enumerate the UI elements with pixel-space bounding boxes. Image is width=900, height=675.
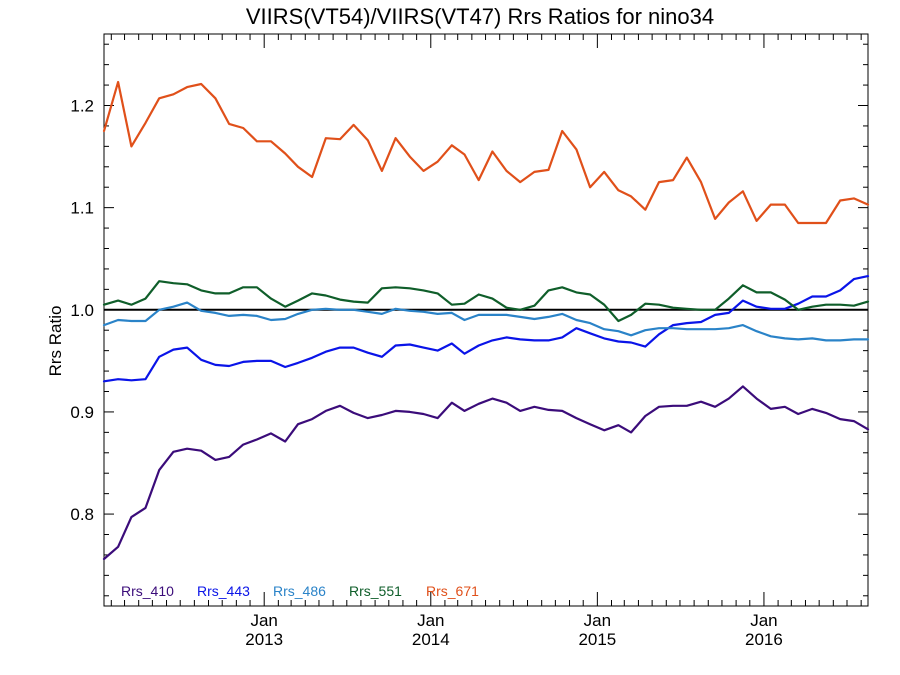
- legend: Rrs_410 Rrs_443 Rrs_486 Rrs_551 Rrs_671: [121, 583, 479, 599]
- plot-frame: [103, 33, 869, 607]
- y-ticks: 0.8 0.9 1.0 1.1 1.2: [70, 43, 868, 597]
- x-tick-label-year: 2016: [745, 630, 783, 649]
- y-tick-label: 1.2: [70, 97, 94, 116]
- x-tick-label-month: Jan: [250, 611, 277, 630]
- y-tick-label: 0.8: [70, 505, 94, 524]
- chart-title: VIIRS(VT54)/VIIRS(VT47) Rrs Ratios for n…: [246, 4, 714, 29]
- legend-item: Rrs_486: [273, 583, 326, 599]
- series-line-rrs-671: [102, 80, 870, 225]
- x-tick-label-year: 2015: [578, 630, 616, 649]
- y-tick-label: 1.0: [70, 301, 94, 320]
- series-line-rrs-486: [102, 301, 870, 342]
- legend-item: Rrs_551: [349, 583, 402, 599]
- y-tick-label: 1.1: [70, 199, 94, 218]
- x-tick-label-month: Jan: [750, 611, 777, 630]
- x-tick-label-year: 2014: [412, 630, 450, 649]
- series-group: [102, 80, 870, 561]
- legend-item: Rrs_443: [197, 583, 250, 599]
- series-line-rrs-410: [102, 385, 870, 561]
- legend-item: Rrs_410: [121, 583, 174, 599]
- series-line-rrs-443: [102, 275, 870, 383]
- y-axis-label: Rrs Ratio: [46, 306, 65, 377]
- x-tick-label-year: 2013: [245, 630, 283, 649]
- x-tick-label-month: Jan: [417, 611, 444, 630]
- y-tick-label: 0.9: [70, 403, 94, 422]
- series-line-rrs-551: [102, 280, 870, 323]
- x-tick-label-month: Jan: [584, 611, 611, 630]
- legend-item: Rrs_671: [426, 583, 479, 599]
